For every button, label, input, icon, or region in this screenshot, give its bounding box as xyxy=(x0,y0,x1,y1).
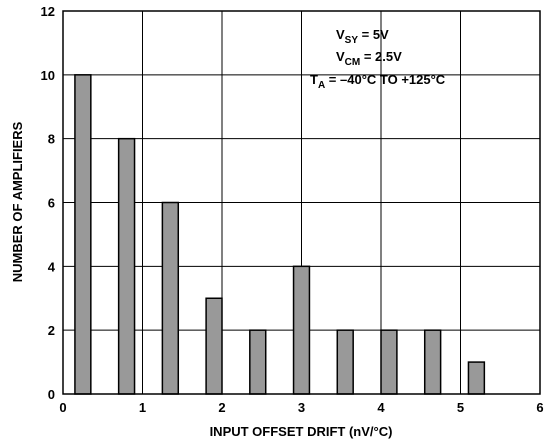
bar xyxy=(117,137,136,395)
x-tick-label: 1 xyxy=(139,400,146,415)
x-tick-label: 6 xyxy=(536,400,543,415)
bar xyxy=(467,361,486,395)
conditions-annotation: VSY = 5V VCM = 2.5V TA = –40°C TO +125°C xyxy=(310,27,446,91)
y-tick-labels: 0 2 4 6 8 10 12 xyxy=(41,4,56,402)
y-tick-label: 0 xyxy=(48,387,55,402)
bar xyxy=(336,329,354,395)
y-axis-title: NUMBER OF AMPLIFIERS xyxy=(10,121,25,282)
y-tick-label: 2 xyxy=(48,323,55,338)
x-tick-label: 5 xyxy=(457,400,464,415)
y-tick-label: 4 xyxy=(48,259,56,274)
x-tick-labels: 0 1 2 3 4 5 6 xyxy=(59,400,543,415)
bar xyxy=(249,329,267,395)
y-tick-label: 8 xyxy=(48,132,55,147)
x-axis-title: INPUT OFFSET DRIFT (nV/°C) xyxy=(210,424,393,439)
annotation-line: VCM = 2.5V xyxy=(336,49,402,68)
bar xyxy=(423,329,442,395)
annotation-line: VSY = 5V xyxy=(336,27,389,46)
y-tick-label: 12 xyxy=(41,4,55,19)
bar xyxy=(161,201,180,395)
bar xyxy=(292,265,311,395)
y-tick-label: 6 xyxy=(48,196,55,211)
plot-frame xyxy=(62,10,541,395)
bars xyxy=(74,74,486,395)
x-tick-label: 3 xyxy=(298,400,305,415)
annotation-line: TA = –40°C TO +125°C xyxy=(310,72,446,91)
bar xyxy=(380,329,398,395)
bar xyxy=(205,297,223,395)
x-tick-label: 0 xyxy=(59,400,66,415)
y-tick-label: 10 xyxy=(41,68,55,83)
bar xyxy=(74,74,92,395)
x-tick-label: 2 xyxy=(218,400,225,415)
x-tick-label: 4 xyxy=(377,400,385,415)
